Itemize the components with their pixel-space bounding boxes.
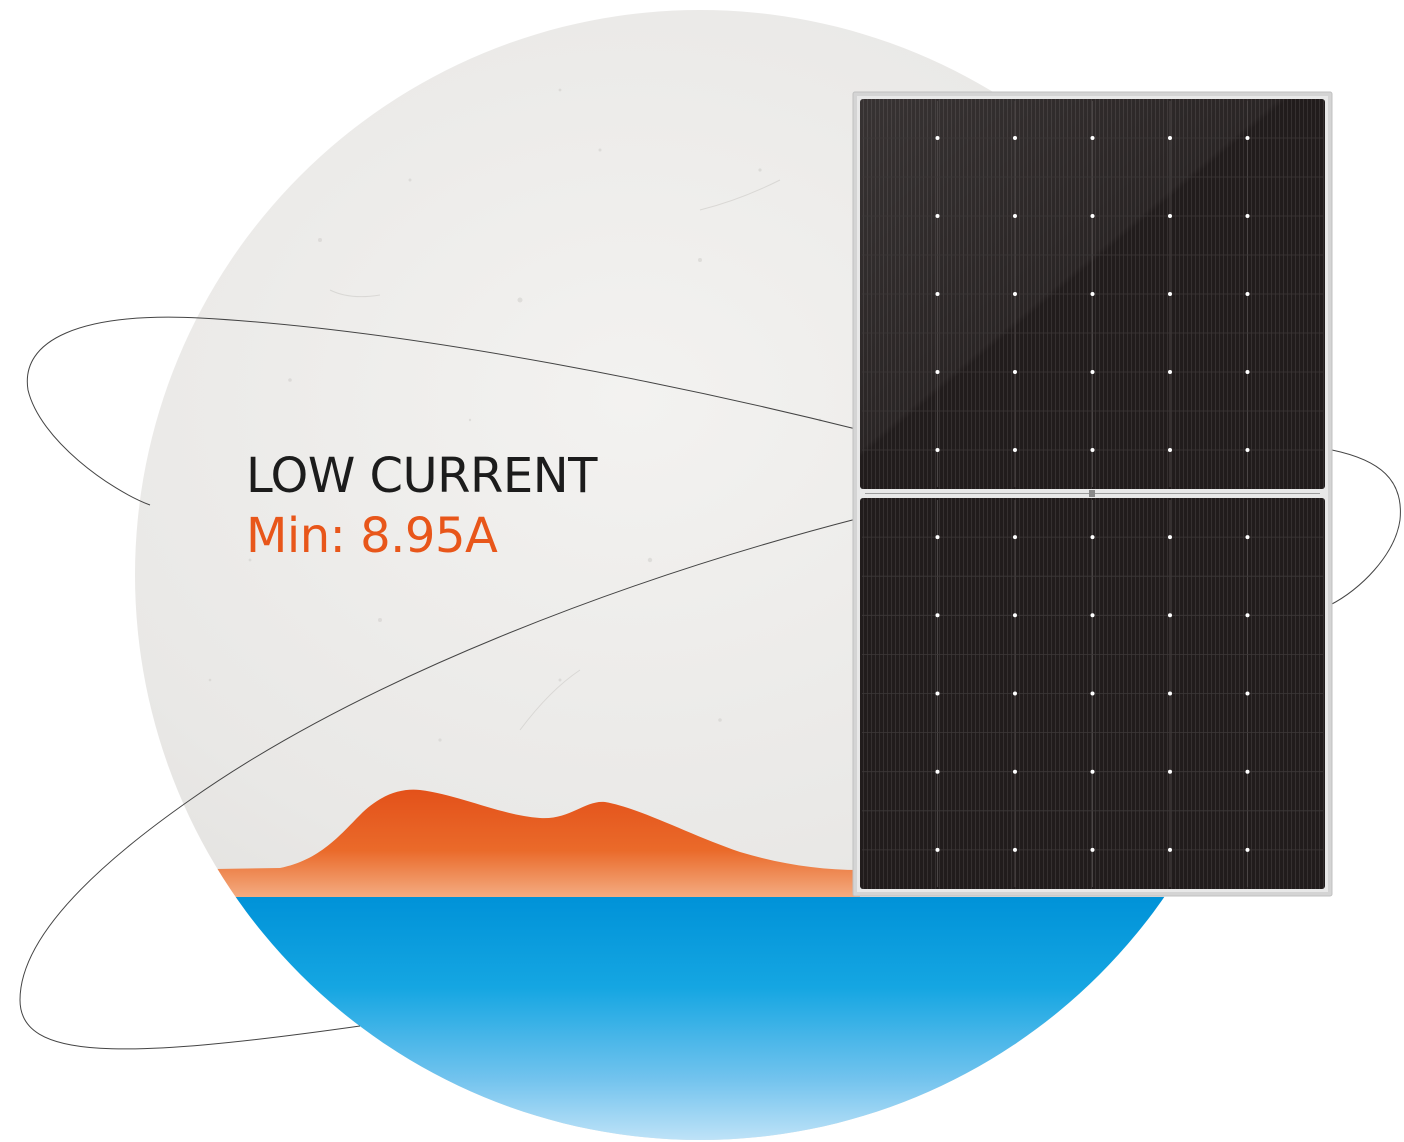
busbar-dot <box>1013 613 1017 618</box>
busbar-dot <box>1168 448 1172 452</box>
busbar-dot <box>1245 448 1250 452</box>
busbar-dot <box>1013 136 1017 140</box>
busbar-dot <box>1013 847 1017 852</box>
busbar-dot <box>1090 370 1095 374</box>
busbar-dot <box>1245 535 1250 540</box>
busbar-dot <box>1168 613 1172 618</box>
busbar-dot <box>1168 691 1172 696</box>
busbar-dot <box>935 292 940 296</box>
min-current-readout: Min: 8.95A <box>246 512 597 560</box>
busbar-dot <box>1245 370 1250 374</box>
orbit-line-lower <box>19 517 861 1050</box>
busbar-dot <box>935 691 940 696</box>
orbit-line <box>26 316 861 506</box>
busbar-dot <box>1090 535 1095 540</box>
busbar-dot <box>1013 769 1017 774</box>
busbar-dot <box>1090 292 1095 296</box>
busbar-dot <box>1245 691 1250 696</box>
headline: LOW CURRENT Min: 8.95A <box>246 452 597 560</box>
min-value: 8.95A <box>360 508 498 564</box>
busbar-dot <box>1168 292 1172 296</box>
busbar-dot <box>1013 370 1017 374</box>
busbar-dot <box>1013 691 1017 696</box>
busbar-dot <box>1090 613 1095 618</box>
busbar-dot <box>1245 214 1250 218</box>
busbar-dot <box>1245 136 1250 140</box>
busbar-dot <box>1168 370 1172 374</box>
busbar-dot <box>1168 214 1172 218</box>
busbar-dot <box>935 769 940 774</box>
busbar-dot <box>1168 136 1172 140</box>
busbar-dot <box>935 613 940 618</box>
busbar-dot <box>1090 847 1095 852</box>
busbar-dot <box>1013 535 1017 540</box>
busbar-dot <box>1013 448 1017 452</box>
busbar-dot <box>1168 769 1172 774</box>
busbar-dot <box>935 847 940 852</box>
busbar-dot <box>1090 691 1095 696</box>
busbar-dot <box>1168 847 1172 852</box>
busbar-dot <box>1168 535 1172 540</box>
min-label: Min: <box>246 508 346 564</box>
busbar-dot <box>1245 847 1250 852</box>
panel-busbar-dots <box>935 136 1250 852</box>
busbar-dot <box>1245 292 1250 296</box>
busbar-dot <box>1090 136 1095 140</box>
busbar-dot <box>1090 448 1095 452</box>
busbar-dot <box>935 136 940 140</box>
current-curve-shape <box>150 789 860 900</box>
water-band <box>135 897 1265 1140</box>
busbar-dot <box>1013 292 1017 296</box>
busbar-dot <box>1090 769 1095 774</box>
busbar-dot <box>1245 613 1250 618</box>
busbar-dot <box>1090 214 1095 218</box>
orbit-line-right <box>1329 449 1401 606</box>
busbar-dot <box>935 370 940 374</box>
solar-panel <box>852 91 1333 897</box>
busbar-dot <box>935 535 940 540</box>
busbar-dot <box>1245 769 1250 774</box>
busbar-dot <box>1013 214 1017 218</box>
stone-texture <box>208 88 822 742</box>
headline-title: LOW CURRENT <box>246 448 597 504</box>
busbar-dot <box>935 448 940 452</box>
busbar-dot <box>935 214 940 218</box>
